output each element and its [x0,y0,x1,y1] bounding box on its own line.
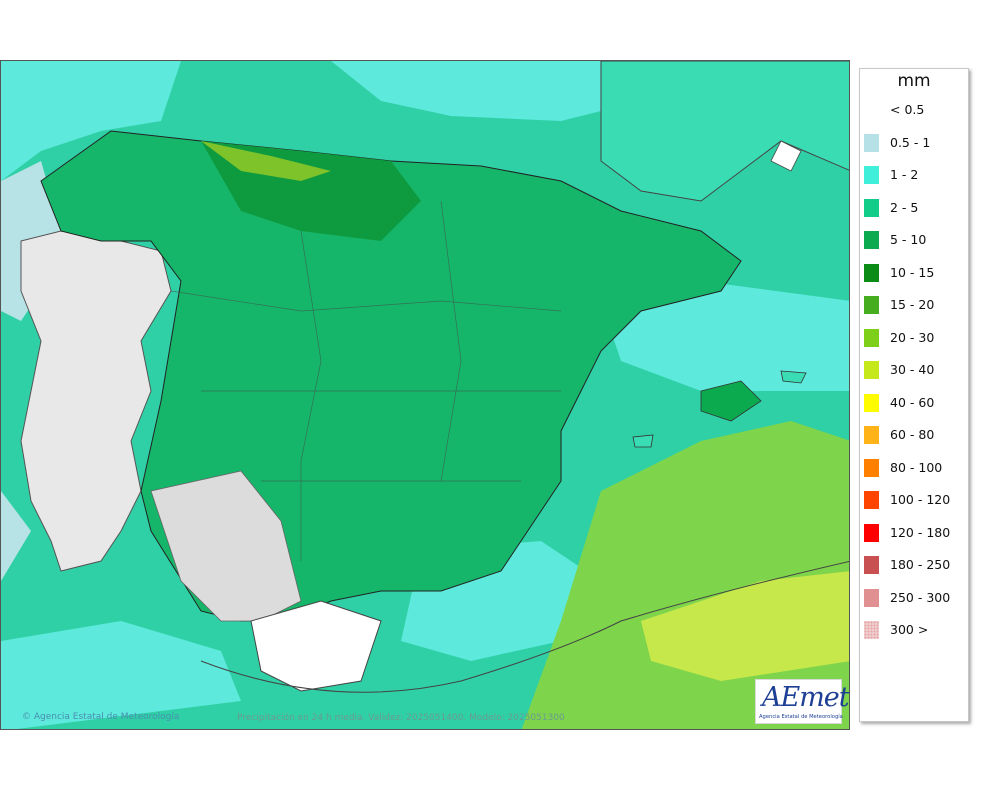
precip-area-pale [1,491,31,581]
legend-label: 20 - 30 [890,329,935,345]
legend-label: 5 - 10 [890,232,927,247]
legend-swatch [864,588,879,607]
logo-subtitle: Agencia Estatal de Meteorología [759,714,843,720]
legend-label: < 0.5 [890,102,925,117]
legend-swatch [864,491,879,509]
precip-area-cyan [331,61,641,121]
mallorca-island [700,380,762,422]
legend-label: 250 - 300 [890,589,951,605]
africa-coastline [200,560,849,693]
legend-swatch [864,263,879,282]
aemet-logo: AEmet Agencia Estatal de Meteorología [755,679,850,724]
legend-swatch [864,231,879,249]
logo-mark: AEmet [762,682,850,713]
legend-swatch [864,296,879,314]
legend-swatch [864,198,879,217]
legend-swatch [864,523,879,542]
precip-area-cyan [1,621,241,729]
legend-label: 180 - 250 [890,557,951,572]
legend-item: 100 - 120 [864,489,968,511]
legend-swatch [864,328,879,347]
legend-swatch [864,361,879,379]
legend-label: 40 - 60 [890,394,935,410]
legend-item: 40 - 60 [864,392,968,414]
legend-label: 0.5 - 1 [890,134,931,150]
legend-label: 15 - 20 [890,297,935,312]
menorca-island [780,370,807,384]
andalusia-dry-area [150,470,302,622]
legend-item: 0.5 - 1 [864,132,968,154]
legend-label: 300 > [890,622,929,637]
legend-label: 30 - 40 [890,362,935,377]
legend-swatch [864,556,879,574]
legend-item: 2 - 5 [864,197,968,219]
precip-area-yellowgreen [641,571,849,681]
legend-label: 1 - 2 [890,167,919,182]
france-region [600,61,849,202]
legend-item: 80 - 100 [864,457,968,479]
province-borders [170,200,562,561]
legend-swatch [864,621,879,639]
legend-item: 60 - 80 [864,424,968,446]
legend-item: < 0.5 [864,99,968,121]
map-canvas [1,61,849,729]
legend-item: 20 - 30 [864,327,968,349]
legend-swatch [864,426,879,444]
agency-credit: © Agencia Estatal de Meteorología [22,712,180,722]
legend-label: 100 - 120 [890,492,951,507]
legend-label: 10 - 15 [890,264,935,280]
legend-label: 120 - 180 [890,524,951,540]
ibiza-island [632,434,654,448]
legend-label: 2 - 5 [890,199,919,215]
legend-item: 1 - 2 [864,164,968,186]
legend-swatch [864,133,879,152]
legend-item: 120 - 180 [864,522,968,544]
precip-area-lime [201,141,331,181]
corsica-island [770,140,802,172]
precipitation-legend: mm < 0.5 0.5 - 1 1 - 2 2 - 5 5 - 10 10 - 15 15… [859,68,969,722]
legend-unit: mm [897,71,931,91]
legend-label: 60 - 80 [890,427,935,442]
legend-item: 180 - 250 [864,554,968,576]
legend-item: 10 - 15 [864,262,968,284]
legend-item: 300 > [864,619,968,641]
alboran-dry-area [250,600,382,692]
legend-swatch [864,101,879,119]
precip-area-cyan [1,61,181,181]
copyright-icon: © [22,712,31,722]
legend-label: 80 - 100 [890,459,943,475]
map-caption: Precipitación en 24 h media. Validez: 20… [237,713,565,723]
legend-item: 5 - 10 [864,229,968,251]
legend-item: 30 - 40 [864,359,968,381]
precipitation-map [0,60,850,730]
precip-area-cyan [601,281,849,391]
legend-swatch [864,393,879,412]
legend-swatch [864,166,879,184]
legend-item: 250 - 300 [864,587,968,609]
legend-item: 15 - 20 [864,294,968,316]
legend-swatch [864,458,879,477]
